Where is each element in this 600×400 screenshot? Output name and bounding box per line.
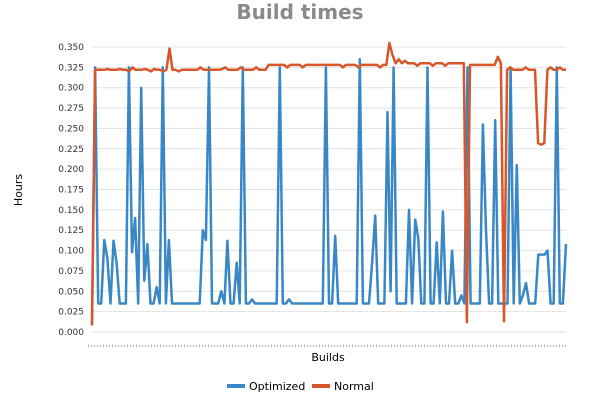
legend-label-normal: Normal — [334, 380, 374, 393]
series-line-normal — [90, 41, 566, 326]
chart-title: Build times — [236, 0, 363, 24]
x-axis-label: Builds — [311, 351, 345, 364]
series-lines — [90, 41, 568, 326]
legend-swatch-normal — [312, 384, 330, 388]
y-tick-label: 0.175 — [58, 186, 84, 196]
legend: Optimized Normal — [227, 380, 374, 393]
series-line-optimized — [90, 57, 568, 324]
y-tick-label: 0.100 — [58, 247, 84, 257]
y-tick-label: 0.075 — [58, 267, 84, 277]
y-tick-label: 0.150 — [58, 206, 84, 216]
y-tick-label: 0.050 — [58, 287, 84, 297]
y-tick-label: 0.000 — [58, 328, 84, 338]
y-tick-label: 0.025 — [58, 308, 84, 318]
y-tick-label: 0.300 — [58, 84, 84, 94]
y-tick-label: 0.225 — [58, 145, 84, 155]
y-tick-label: 0.250 — [58, 124, 84, 134]
legend-label-optimized: Optimized — [249, 380, 305, 393]
y-axis-ticks: 0.000 0.025 0.050 0.075 0.100 0.125 0.150 0.175… — [58, 43, 84, 338]
y-tick-label: 0.200 — [58, 165, 84, 175]
y-tick-label: 0.275 — [58, 104, 84, 114]
y-tick-label: 0.325 — [58, 63, 84, 73]
y-axis-label: Hours — [12, 174, 25, 206]
legend-swatch-optimized — [227, 384, 245, 388]
y-tick-label: 0.350 — [58, 43, 84, 53]
y-tick-label: 0.125 — [58, 226, 84, 236]
